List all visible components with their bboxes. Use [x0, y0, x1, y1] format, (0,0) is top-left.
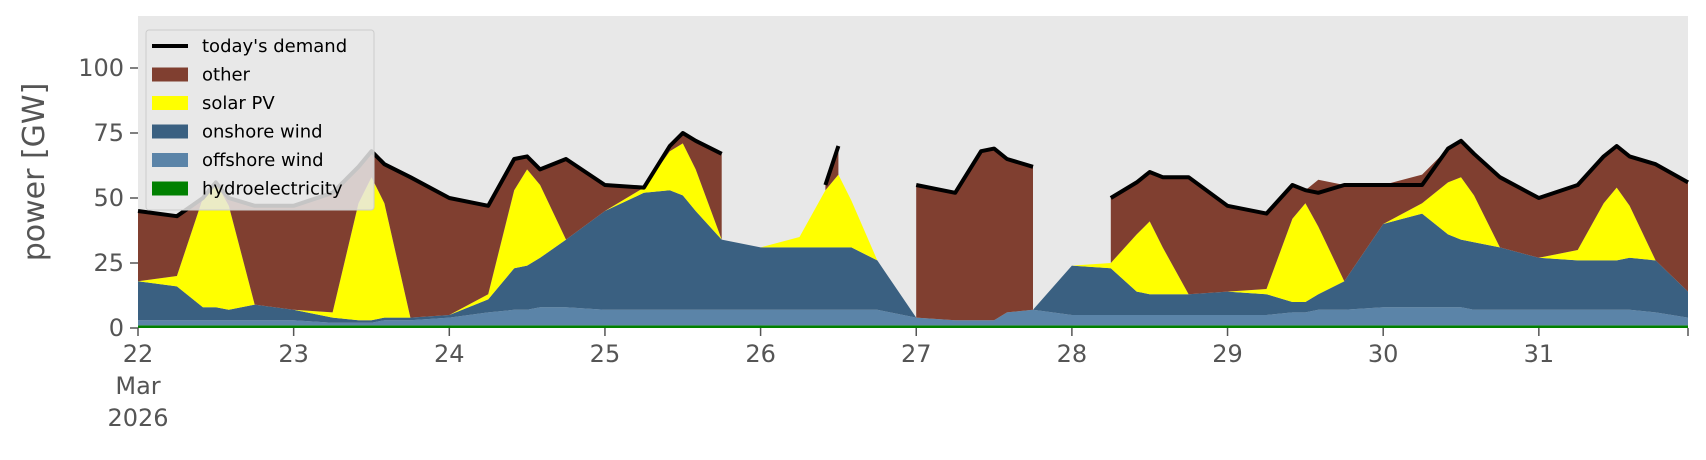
legend-label-solar-pv: solar PV: [202, 93, 275, 114]
legend-label-hydroelectricity: hydroelectricity: [202, 179, 343, 200]
legend-label-other: other: [202, 65, 251, 86]
area-solar-pv: [138, 143, 1688, 321]
x-tick-label: 31: [1524, 340, 1555, 368]
legend-swatch-offshore-wind: [152, 153, 188, 167]
x-tick-label: 22: [123, 340, 154, 368]
y-tick-label: 75: [93, 119, 124, 147]
x-tick-label: 26: [745, 340, 776, 368]
x-tick-label: 24: [434, 340, 465, 368]
x-tick-label: 27: [901, 340, 932, 368]
legend-label-offshore-wind: offshore wind: [202, 150, 324, 171]
y-tick-label: 50: [93, 184, 124, 212]
legend-swatch-onshore-wind: [152, 124, 188, 139]
x-tick-label: 29: [1212, 340, 1243, 368]
legend-swatch-solar-pv: [152, 96, 188, 110]
x-axis: 22 Mar 2026 23 24 25 26 27 28 29 30 31: [107, 328, 1689, 432]
area-other: [138, 133, 722, 318]
y-tick-label: 0: [109, 314, 124, 342]
area-offshore-wind: [138, 307, 1688, 326]
x-tick-label: 2026: [107, 404, 168, 432]
y-tick-label: 25: [93, 249, 124, 277]
y-tick-label: 100: [78, 54, 124, 82]
legend: today's demand other solar PV onshore wind o…: [145, 29, 375, 211]
legend-swatch-other: [152, 67, 188, 82]
legend-frame: [145, 29, 375, 211]
demand-line: [915, 146, 1034, 195]
demand-line: [823, 145, 841, 186]
legend-label-today-s-demand: today's demand: [202, 36, 347, 57]
legend-label-onshore-wind: onshore wind: [202, 122, 323, 143]
area-series-group: [138, 133, 1688, 328]
legend-swatch-hydroelectricity: [152, 181, 188, 196]
x-tick-label: Mar: [115, 372, 160, 400]
area-onshore-wind: [138, 190, 1688, 323]
y-axis-label: power [GW]: [17, 83, 52, 262]
x-tick-label: 23: [278, 340, 309, 368]
x-tick-label: 30: [1368, 340, 1399, 368]
area-other: [1110, 140, 1688, 295]
area-hydroelectricity: [138, 325, 1688, 328]
x-tick-label: 25: [590, 340, 621, 368]
x-tick-label: 28: [1057, 340, 1088, 368]
demand-line: [1109, 138, 1689, 216]
y-axis: 0 25 50 75 100: [78, 54, 138, 342]
